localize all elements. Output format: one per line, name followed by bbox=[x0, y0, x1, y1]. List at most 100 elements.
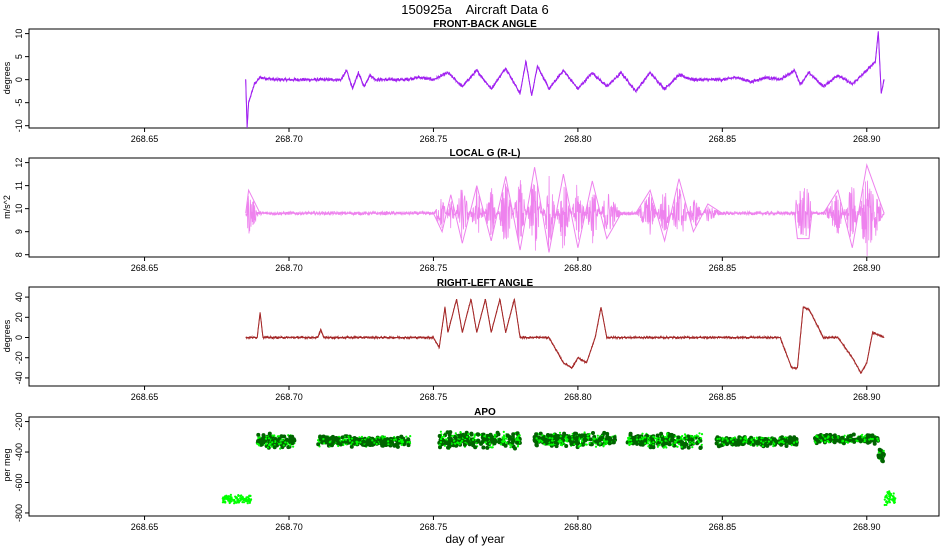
data-point bbox=[861, 433, 864, 436]
data-point bbox=[607, 436, 612, 441]
data-point bbox=[349, 444, 354, 449]
data-point bbox=[682, 438, 685, 441]
data-point bbox=[371, 439, 374, 442]
data-point bbox=[447, 436, 452, 441]
data-point bbox=[769, 438, 773, 441]
data-point bbox=[406, 443, 411, 448]
data-point bbox=[602, 439, 605, 442]
data-point bbox=[499, 443, 503, 446]
data-point bbox=[737, 439, 742, 444]
x-tick-label: 268.85 bbox=[709, 392, 737, 402]
data-point bbox=[882, 449, 885, 452]
data-point bbox=[554, 437, 559, 442]
data-point bbox=[605, 442, 608, 445]
data-point bbox=[782, 441, 785, 444]
data-point bbox=[490, 446, 493, 449]
data-point bbox=[381, 435, 384, 438]
data-point bbox=[885, 503, 888, 506]
y-tick-label: 0 bbox=[14, 77, 24, 82]
data-point bbox=[347, 435, 350, 438]
data-point bbox=[670, 438, 675, 443]
data-point bbox=[292, 445, 295, 448]
data-point bbox=[256, 439, 261, 443]
data-point bbox=[678, 443, 681, 446]
data-point bbox=[440, 436, 444, 439]
data-point bbox=[461, 439, 464, 442]
data-point bbox=[401, 440, 405, 444]
data-point bbox=[743, 440, 746, 443]
data-point bbox=[443, 444, 446, 447]
data-point bbox=[658, 437, 661, 440]
data-point bbox=[892, 495, 895, 498]
data-point bbox=[887, 497, 891, 501]
series-trace bbox=[245, 31, 885, 128]
data-point bbox=[641, 432, 644, 435]
data-point bbox=[731, 440, 735, 443]
data-point bbox=[674, 440, 678, 443]
data-point bbox=[406, 437, 411, 442]
plot-frame bbox=[28, 157, 940, 258]
data-point bbox=[350, 437, 354, 440]
data-point bbox=[655, 437, 658, 440]
y-tick-label: 0 bbox=[14, 335, 24, 340]
data-point bbox=[289, 437, 294, 442]
data-point bbox=[820, 439, 823, 442]
data-point bbox=[534, 432, 539, 437]
data-point bbox=[284, 437, 289, 442]
data-point bbox=[772, 445, 775, 448]
data-point bbox=[505, 433, 510, 438]
y-tick-label: -40 bbox=[14, 371, 24, 384]
data-point bbox=[828, 437, 833, 442]
data-point bbox=[647, 445, 650, 448]
data-point bbox=[502, 434, 506, 437]
data-point bbox=[453, 435, 458, 440]
data-point bbox=[322, 438, 325, 441]
data-point bbox=[716, 437, 719, 441]
data-point bbox=[826, 436, 829, 439]
data-point bbox=[237, 494, 240, 497]
data-point bbox=[627, 437, 630, 440]
data-point bbox=[517, 438, 520, 441]
y-axis-label: m/s^2 bbox=[2, 195, 12, 219]
data-point bbox=[572, 431, 577, 436]
x-tick-label: 268.90 bbox=[853, 522, 881, 532]
y-tick-label: -800 bbox=[14, 504, 24, 522]
data-point bbox=[863, 435, 867, 438]
data-point bbox=[564, 444, 569, 448]
data-point bbox=[256, 432, 261, 437]
data-point bbox=[282, 434, 287, 439]
y-tick-label: -20 bbox=[14, 351, 24, 364]
y-tick-label: 8 bbox=[14, 252, 24, 257]
data-point bbox=[633, 440, 638, 445]
data-point bbox=[509, 446, 512, 449]
data-point bbox=[641, 437, 644, 440]
data-point bbox=[548, 436, 551, 440]
data-point bbox=[747, 439, 752, 444]
data-point bbox=[457, 434, 462, 439]
data-point bbox=[658, 439, 662, 442]
data-point bbox=[664, 436, 667, 439]
panel-title: LOCAL G (R-L) bbox=[450, 148, 521, 159]
x-tick-label: 268.80 bbox=[564, 392, 592, 402]
data-point bbox=[719, 443, 724, 448]
plot-area bbox=[245, 297, 885, 375]
data-point bbox=[260, 438, 265, 443]
data-point bbox=[259, 442, 264, 447]
data-point bbox=[745, 437, 748, 441]
data-point bbox=[603, 443, 606, 446]
x-tick-label: 268.65 bbox=[131, 522, 159, 532]
data-point bbox=[502, 438, 505, 441]
data-point bbox=[739, 437, 742, 440]
x-tick-label: 268.75 bbox=[420, 522, 448, 532]
data-point bbox=[459, 441, 462, 444]
data-point bbox=[726, 439, 729, 442]
data-point bbox=[751, 441, 755, 444]
data-point bbox=[348, 439, 351, 442]
data-point bbox=[581, 437, 584, 441]
data-point bbox=[848, 434, 853, 439]
data-point bbox=[488, 446, 492, 449]
data-point bbox=[773, 442, 776, 445]
data-point bbox=[451, 434, 455, 437]
data-point bbox=[573, 443, 576, 446]
y-axis-label: degrees bbox=[2, 61, 12, 94]
